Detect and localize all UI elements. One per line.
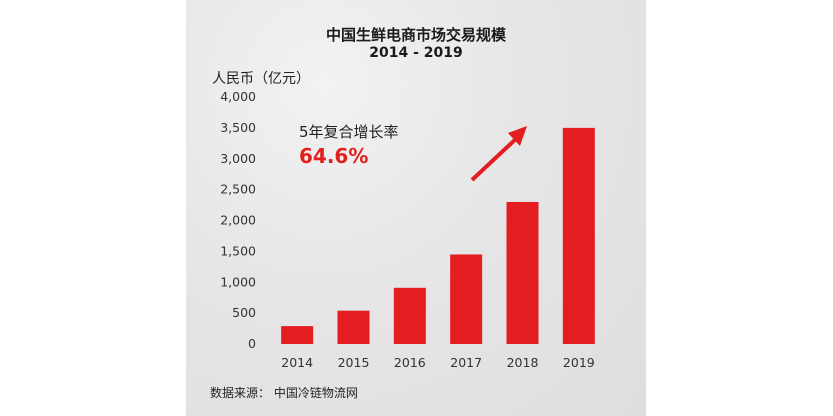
cagr-label: 5年复合增长率 [299, 123, 399, 141]
x-tick-label: 2018 [507, 355, 539, 370]
y-tick-label: 500 [232, 305, 256, 320]
bar-2015 [337, 310, 370, 344]
cagr-value: 64.6% [299, 144, 369, 168]
growth-arrow-icon [470, 126, 527, 182]
bar-2018 [506, 201, 539, 344]
y-tick-label: 3,500 [220, 120, 256, 135]
y-tick-label: 1,500 [220, 243, 256, 258]
x-tick-label: 2014 [281, 355, 313, 370]
x-tick-label: 2019 [563, 355, 595, 370]
y-tick-label: 2,500 [220, 182, 256, 197]
y-tick-label: 4,000 [220, 89, 256, 104]
bar-2019 [562, 127, 595, 344]
x-tick-label: 2015 [338, 355, 370, 370]
bar-chart: 0 500 1,000 1,500 2,000 2,500 3,000 3,500 4,000 2… [220, 89, 595, 370]
x-tick-label: 2016 [394, 355, 426, 370]
y-tick-label: 1,000 [220, 274, 256, 289]
y-tick-label: 2,000 [220, 213, 256, 228]
chart-title: 中国生鲜电商市场交易规模 [325, 26, 506, 44]
bar-2016 [393, 287, 426, 344]
bar-2014 [281, 326, 314, 344]
x-tick-label: 2017 [450, 355, 482, 370]
source-note: 数据来源： 中国冷链物流网 [210, 386, 358, 400]
chart-subtitle: 2014 - 2019 [369, 45, 463, 61]
chart-panel: 中国生鲜电商市场交易规模 2014 - 2019 人民币（亿元） 0 500 1,0… [186, 0, 646, 416]
y-tick-label: 0 [248, 336, 256, 351]
y-axis-label: 人民币（亿元） [212, 71, 310, 87]
bar-2017 [450, 254, 483, 344]
y-tick-label: 3,000 [220, 151, 256, 166]
